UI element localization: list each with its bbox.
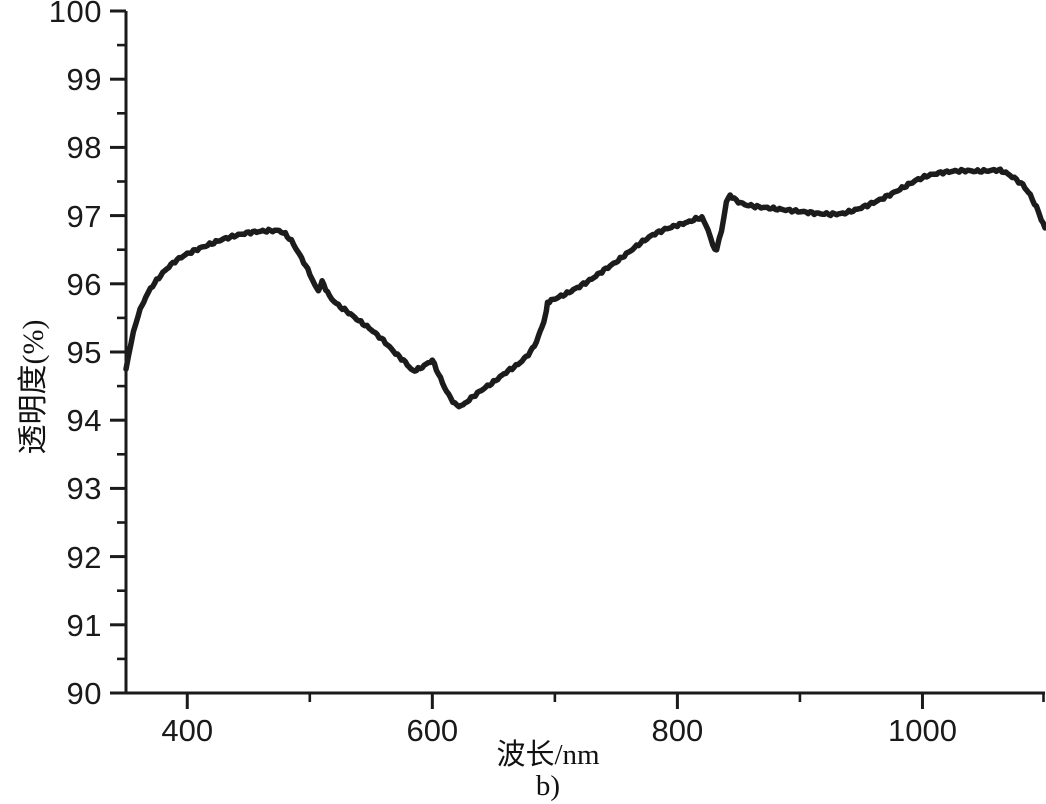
- y-tick-label: 94: [66, 403, 102, 439]
- y-tick-label: 91: [66, 607, 102, 643]
- x-tick-label: 800: [651, 713, 704, 748]
- y-tick-label: 92: [66, 539, 102, 575]
- x-axis-title: 波长/nm: [496, 739, 600, 771]
- x-tick-label: 400: [161, 713, 214, 748]
- y-tick-label: 98: [66, 130, 102, 166]
- y-tick-label: 97: [66, 198, 102, 234]
- y-tick-label: 90: [66, 676, 102, 711]
- transmittance-curve: [123, 166, 1046, 410]
- y-tick-label: 100: [48, 0, 102, 29]
- y-tick-label: 99: [66, 62, 102, 98]
- y-tick-label: 95: [66, 335, 102, 370]
- x-tick-label: 600: [406, 713, 459, 748]
- y-tick-label: 93: [66, 471, 102, 507]
- y-axis-title: 透明度(%): [17, 319, 50, 455]
- x-tick-label: 1000: [887, 713, 957, 748]
- subplot-caption: b): [535, 770, 561, 802]
- y-tick-label: 96: [66, 266, 102, 302]
